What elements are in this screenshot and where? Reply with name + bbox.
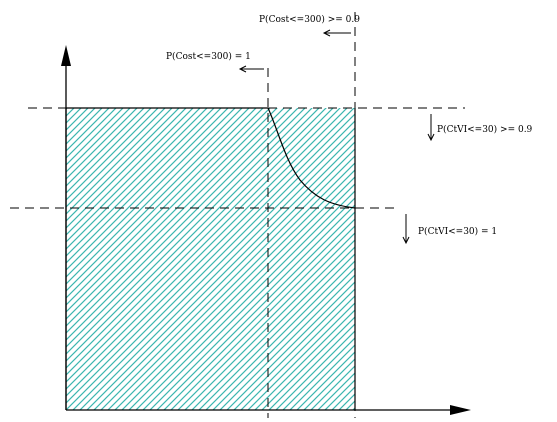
tradeoff-curve (267, 107, 356, 209)
arrow-cost-09 (322, 29, 351, 37)
y-axis-arrowhead (61, 45, 71, 66)
region-upper-right (268, 108, 355, 410)
x-axis-arrowhead (450, 405, 471, 415)
arrow-ctvi-1 (402, 214, 410, 245)
label-cost-eq-1: P(Cost<=300) = 1 (166, 51, 251, 62)
arrow-ctvi-09 (427, 114, 435, 142)
label-ctvi-eq-1: P(CtVI<=30) = 1 (418, 226, 497, 237)
arrow-cost-1 (238, 65, 264, 73)
label-cost-ge-09: P(Cost<=300) >= 0.9 (259, 14, 360, 25)
region-upper-left (66, 108, 268, 410)
label-ctvi-ge-09: P(CtVI<=30) >= 0.9 (437, 124, 533, 135)
